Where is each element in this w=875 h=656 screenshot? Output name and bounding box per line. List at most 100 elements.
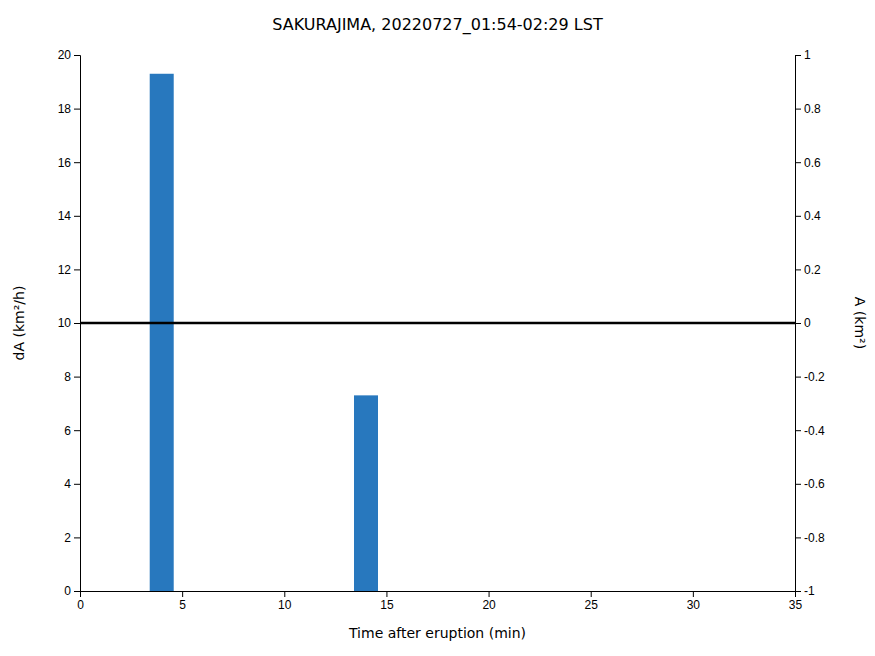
tick-mark	[74, 537, 80, 538]
tick: 0	[795, 316, 811, 330]
tick-mark	[795, 216, 801, 217]
tick-label: 6	[64, 424, 71, 438]
tick-mark	[74, 216, 80, 217]
tick-label: 20	[58, 48, 72, 62]
tick-label: 12	[58, 263, 72, 277]
bar	[354, 395, 378, 591]
tick-label: 14	[58, 209, 72, 223]
tick-label: 16	[58, 156, 72, 170]
tick-label: -0.8	[804, 531, 825, 545]
tick-label: 18	[58, 102, 72, 116]
tick-label: 10	[58, 316, 72, 330]
tick-mark	[795, 55, 801, 56]
tick-label: 25	[585, 598, 599, 612]
x-axis-title: Time after eruption (min)	[348, 625, 526, 641]
tick-label: 2	[64, 531, 71, 545]
tick-mark	[74, 269, 80, 270]
bar	[150, 74, 174, 591]
tick: 10	[58, 316, 80, 330]
tick-mark	[489, 591, 490, 597]
tick: 2	[64, 531, 80, 545]
tick: 25	[585, 591, 599, 612]
tick-label: 0	[77, 598, 84, 612]
tick: -0.8	[795, 531, 825, 545]
tick: 10	[278, 591, 292, 612]
tick: 6	[64, 424, 80, 438]
y2-axis: -1 -0.8 -0.6 -0.4 -0.2 0 0.2 0.4 0.6 0.8 1	[795, 48, 825, 598]
tick-mark	[795, 537, 801, 538]
tick-label: 0.2	[804, 263, 821, 277]
y-axis: 0 2 4 6 8 10 12 14 16 18 20	[58, 48, 81, 598]
tick: 0.4	[795, 209, 821, 223]
tick: 4	[64, 477, 80, 491]
tick: 0.8	[795, 102, 821, 116]
chart-container: 0510152025303502468101214161820-1-0.8-0.…	[0, 0, 875, 656]
tick-mark	[795, 269, 801, 270]
tick-mark	[591, 591, 592, 597]
axis-domain	[796, 56, 802, 592]
tick: 15	[380, 591, 394, 612]
tick-mark	[74, 55, 80, 56]
tick-label: 0.4	[804, 209, 821, 223]
tick-mark	[795, 162, 801, 163]
tick-mark	[74, 484, 80, 485]
tick: 12	[58, 263, 80, 277]
tick-mark	[795, 430, 801, 431]
axis-domain	[74, 56, 81, 592]
tick-mark	[74, 377, 80, 378]
tick: 0	[64, 584, 80, 598]
tick: -0.4	[795, 424, 825, 438]
tick: 35	[789, 591, 803, 612]
x-axis: 0 5 10 15 20 25 30 35	[77, 591, 802, 612]
tick-label: 5	[179, 598, 186, 612]
tick-mark	[795, 109, 801, 110]
horizontal-line	[80, 322, 795, 325]
tick-mark	[795, 323, 801, 324]
tick-mark	[693, 591, 694, 597]
tick-label: 20	[482, 598, 496, 612]
tick-label: 30	[687, 598, 701, 612]
tick: 8	[64, 370, 80, 384]
chart-svg: 0510152025303502468101214161820-1-0.8-0.…	[0, 0, 875, 656]
tick: 0.6	[795, 156, 821, 170]
tick: 30	[687, 591, 701, 612]
tick-label: -0.2	[804, 370, 825, 384]
tick-label: 0.6	[804, 156, 821, 170]
tick-label: 0	[804, 316, 811, 330]
tick-label: -0.4	[804, 424, 825, 438]
tick-mark	[74, 109, 80, 110]
tick: -1	[795, 584, 815, 598]
tick: 18	[58, 102, 80, 116]
tick: 20	[58, 48, 80, 62]
tick-mark	[795, 591, 801, 592]
tick-label: -1	[804, 584, 815, 598]
tick-label: 35	[789, 598, 803, 612]
tick-label: 15	[380, 598, 394, 612]
tick: 5	[179, 591, 186, 612]
tick-label: 4	[64, 477, 71, 491]
y2-axis-title: A (km²)	[852, 297, 868, 349]
tick-label: -0.6	[804, 477, 825, 491]
tick: 14	[58, 209, 80, 223]
tick: -0.6	[795, 477, 825, 491]
tick-mark	[386, 591, 387, 597]
tick-mark	[284, 591, 285, 597]
tick-mark	[74, 323, 80, 324]
tick: -0.2	[795, 370, 825, 384]
tick: 20	[482, 591, 496, 612]
tick-label: 8	[64, 370, 71, 384]
tick: 0	[77, 591, 84, 612]
tick-mark	[74, 430, 80, 431]
tick-mark	[74, 162, 80, 163]
marks	[80, 74, 795, 591]
tick-mark	[795, 377, 801, 378]
tick-mark	[795, 484, 801, 485]
tick: 0.2	[795, 263, 821, 277]
tick-label: 0.8	[804, 102, 821, 116]
axis-domain	[81, 592, 796, 598]
tick-mark	[182, 591, 183, 597]
tick: 1	[795, 48, 811, 62]
tick-label: 1	[804, 48, 811, 62]
y-axis-title: dA (km²/h)	[11, 286, 27, 361]
title: SAKURAJIMA, 20220727_01:54-02:29 LST	[272, 15, 603, 35]
